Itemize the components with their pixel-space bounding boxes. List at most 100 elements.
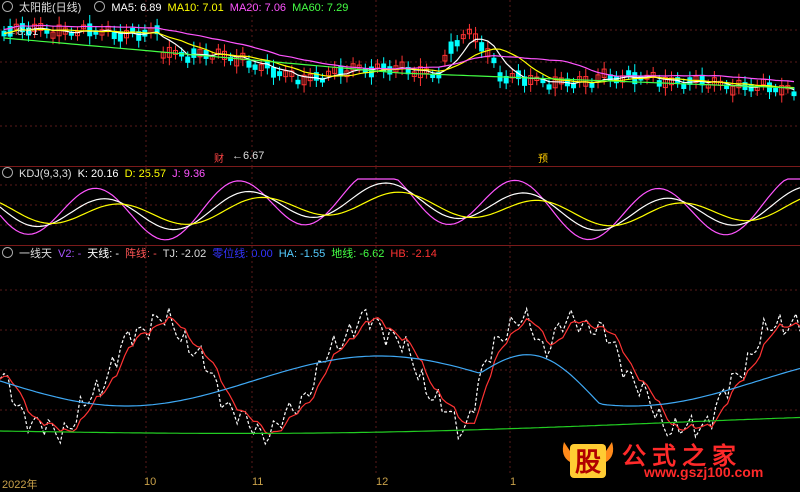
dixian-line bbox=[0, 416, 800, 434]
candle bbox=[479, 42, 485, 52]
ma-settings-icon[interactable] bbox=[94, 1, 106, 12]
candle bbox=[289, 70, 295, 77]
candle bbox=[589, 82, 595, 88]
candle bbox=[87, 23, 93, 37]
candle bbox=[246, 60, 252, 68]
candle bbox=[748, 84, 754, 92]
candle bbox=[442, 54, 448, 62]
yxt-chart[interactable] bbox=[0, 246, 800, 476]
candle bbox=[417, 66, 423, 79]
candle bbox=[295, 79, 301, 85]
candle bbox=[185, 56, 191, 63]
ha-line bbox=[0, 354, 800, 407]
candle bbox=[154, 25, 160, 35]
kdj-chart[interactable] bbox=[0, 167, 800, 245]
yxt-settings-icon[interactable] bbox=[2, 247, 13, 258]
candle bbox=[681, 83, 687, 89]
ma20-label: MA20: 7.06 bbox=[229, 2, 287, 14]
zhenxian-line bbox=[0, 316, 800, 436]
kdj-settings-icon[interactable] bbox=[2, 167, 13, 178]
x-label-year: 2022年 bbox=[2, 479, 38, 491]
candle bbox=[258, 64, 264, 71]
settings-icon[interactable] bbox=[2, 1, 13, 12]
ma60-label: MA60: 7.29 bbox=[292, 2, 349, 14]
x-label-dec: 12 bbox=[376, 476, 389, 488]
candle bbox=[558, 77, 564, 85]
kdj-j: J: 9.36 bbox=[172, 168, 206, 180]
candle bbox=[356, 64, 362, 69]
candle bbox=[466, 28, 472, 35]
candle bbox=[111, 31, 117, 40]
report-marker[interactable]: 财 bbox=[214, 154, 224, 165]
candle bbox=[436, 72, 442, 79]
yxt-panel: 一线天 V2: - 天线: - 阵线: - TJ: -2.02 零位线: 0.00 HA: … bbox=[0, 246, 800, 476]
tianxian-line bbox=[0, 306, 800, 446]
x-label-jan: 1 bbox=[510, 476, 517, 488]
candle bbox=[221, 50, 227, 60]
candle bbox=[123, 30, 129, 39]
kdj-name: KDJ(9,3,3) bbox=[19, 168, 72, 180]
candle bbox=[503, 75, 509, 84]
candle bbox=[50, 31, 56, 39]
candle bbox=[32, 23, 38, 32]
kdj-d-line bbox=[0, 191, 800, 227]
yxt-zero: 零位线: 0.00 bbox=[212, 248, 273, 260]
candle bbox=[252, 64, 258, 70]
candle bbox=[791, 91, 797, 97]
candle bbox=[277, 71, 283, 77]
candle bbox=[546, 84, 552, 90]
candle bbox=[387, 66, 393, 75]
yxt-hb: HB: -2.14 bbox=[390, 248, 437, 260]
candle bbox=[473, 33, 479, 43]
x-label-nov: 11 bbox=[252, 476, 264, 488]
candle bbox=[626, 70, 632, 76]
kdj-j-line bbox=[0, 178, 800, 241]
candle bbox=[25, 27, 31, 36]
candle bbox=[528, 75, 534, 85]
kdj-d: D: 25.57 bbox=[124, 168, 167, 180]
candle bbox=[38, 23, 44, 31]
kdj-k-line bbox=[0, 182, 800, 231]
yxt-legend: 一线天 V2: - 天线: - 阵线: - TJ: -2.02 零位线: 0.00 HA: … bbox=[2, 247, 443, 261]
yxt-v2: V2: - bbox=[58, 248, 82, 260]
watermark-title: 公式之家 bbox=[622, 441, 742, 470]
candle bbox=[191, 48, 197, 58]
candle bbox=[773, 88, 779, 93]
candle bbox=[491, 57, 497, 64]
candle bbox=[779, 84, 785, 96]
candle bbox=[99, 29, 105, 36]
ma60-line bbox=[3, 37, 795, 89]
candle bbox=[270, 67, 276, 78]
candle bbox=[326, 70, 332, 77]
yxt-ha: HA: -1.55 bbox=[278, 248, 326, 260]
candle bbox=[19, 23, 25, 33]
yxt-tj: TJ: -2.02 bbox=[162, 248, 207, 260]
price-panel: 太阳能(日线) MA5: 6.89 MA10: 7.01 MA20: 7.06 MA6… bbox=[0, 0, 800, 166]
ma20-line bbox=[3, 24, 795, 83]
panel-separator bbox=[0, 245, 800, 246]
logo-icon: 股 bbox=[562, 442, 614, 478]
kdj-k: K: 20.16 bbox=[77, 168, 119, 180]
candle bbox=[136, 31, 142, 41]
yxt-dixian: 地线: -6.62 bbox=[331, 248, 385, 260]
candle bbox=[313, 72, 319, 81]
forecast-marker[interactable]: 预 bbox=[538, 154, 548, 165]
ma5-label: MA5: 6.89 bbox=[111, 2, 162, 14]
kdj-legend: KDJ(9,3,3) K: 20.16 D: 25.57 J: 9.36 bbox=[2, 167, 211, 181]
high-price-label: ←8.61 bbox=[6, 26, 39, 38]
candlestick-chart[interactable] bbox=[0, 0, 800, 166]
logo-text: 股 bbox=[575, 448, 601, 478]
yxt-zhenxian: 阵线: - bbox=[125, 248, 157, 260]
candle bbox=[693, 75, 699, 83]
ma10-label: MA10: 7.01 bbox=[167, 2, 224, 14]
candle bbox=[301, 74, 307, 86]
stock-name: 太阳能(日线) bbox=[19, 2, 82, 14]
candle bbox=[460, 34, 466, 40]
candle bbox=[669, 77, 675, 86]
x-label-oct: 10 bbox=[144, 476, 157, 488]
price-legend: 太阳能(日线) MA5: 6.89 MA10: 7.01 MA20: 7.06 MA6… bbox=[2, 1, 354, 15]
candle bbox=[228, 56, 234, 62]
low-price-label: ←6.67 bbox=[232, 150, 265, 162]
panel-separator bbox=[0, 166, 800, 167]
candle bbox=[448, 41, 454, 54]
